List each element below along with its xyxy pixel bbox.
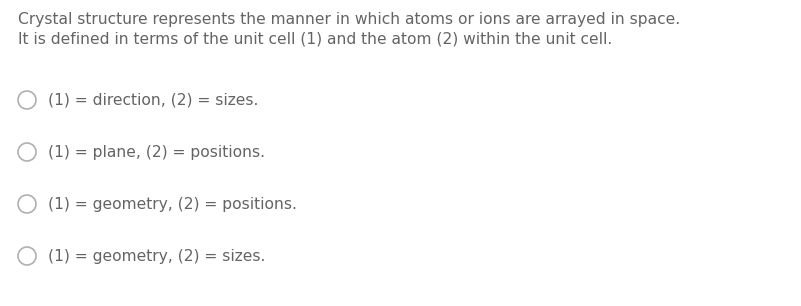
Text: Crystal structure represents the manner in which atoms or ions are arrayed in sp: Crystal structure represents the manner … — [18, 12, 680, 27]
Text: (1) = direction, (2) = sizes.: (1) = direction, (2) = sizes. — [48, 92, 259, 107]
Text: (1) = geometry, (2) = positions.: (1) = geometry, (2) = positions. — [48, 196, 297, 211]
Text: It is defined in terms of the unit cell (1) and the atom (2) within the unit cel: It is defined in terms of the unit cell … — [18, 31, 612, 46]
Text: (1) = geometry, (2) = sizes.: (1) = geometry, (2) = sizes. — [48, 248, 265, 263]
Text: (1) = plane, (2) = positions.: (1) = plane, (2) = positions. — [48, 144, 265, 159]
